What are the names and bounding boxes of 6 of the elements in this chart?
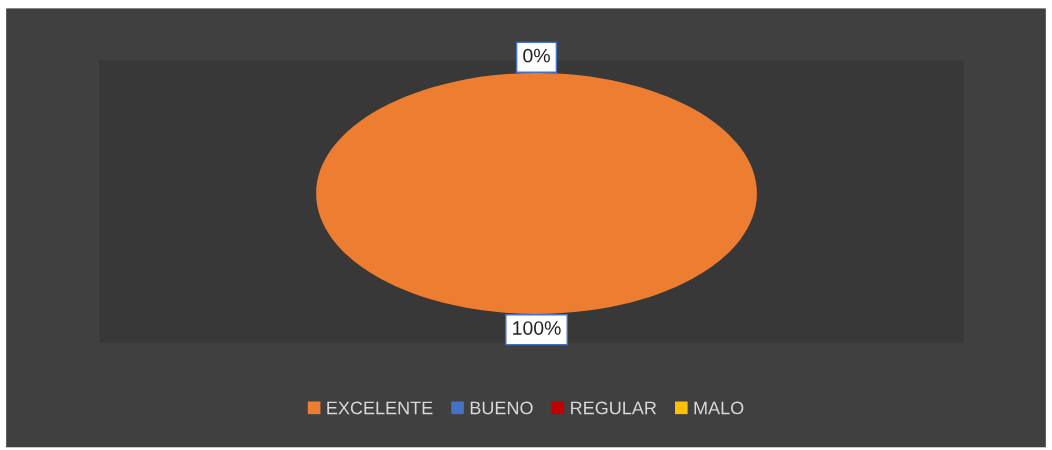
legend-label: EXCELENTE	[327, 401, 433, 415]
text: 0%	[523, 48, 550, 63]
legend-label: BUENO	[470, 401, 533, 415]
legend-label: REGULAR	[571, 401, 657, 415]
legend-label: MALO	[694, 401, 744, 415]
data-label: 100%	[513, 321, 561, 335]
